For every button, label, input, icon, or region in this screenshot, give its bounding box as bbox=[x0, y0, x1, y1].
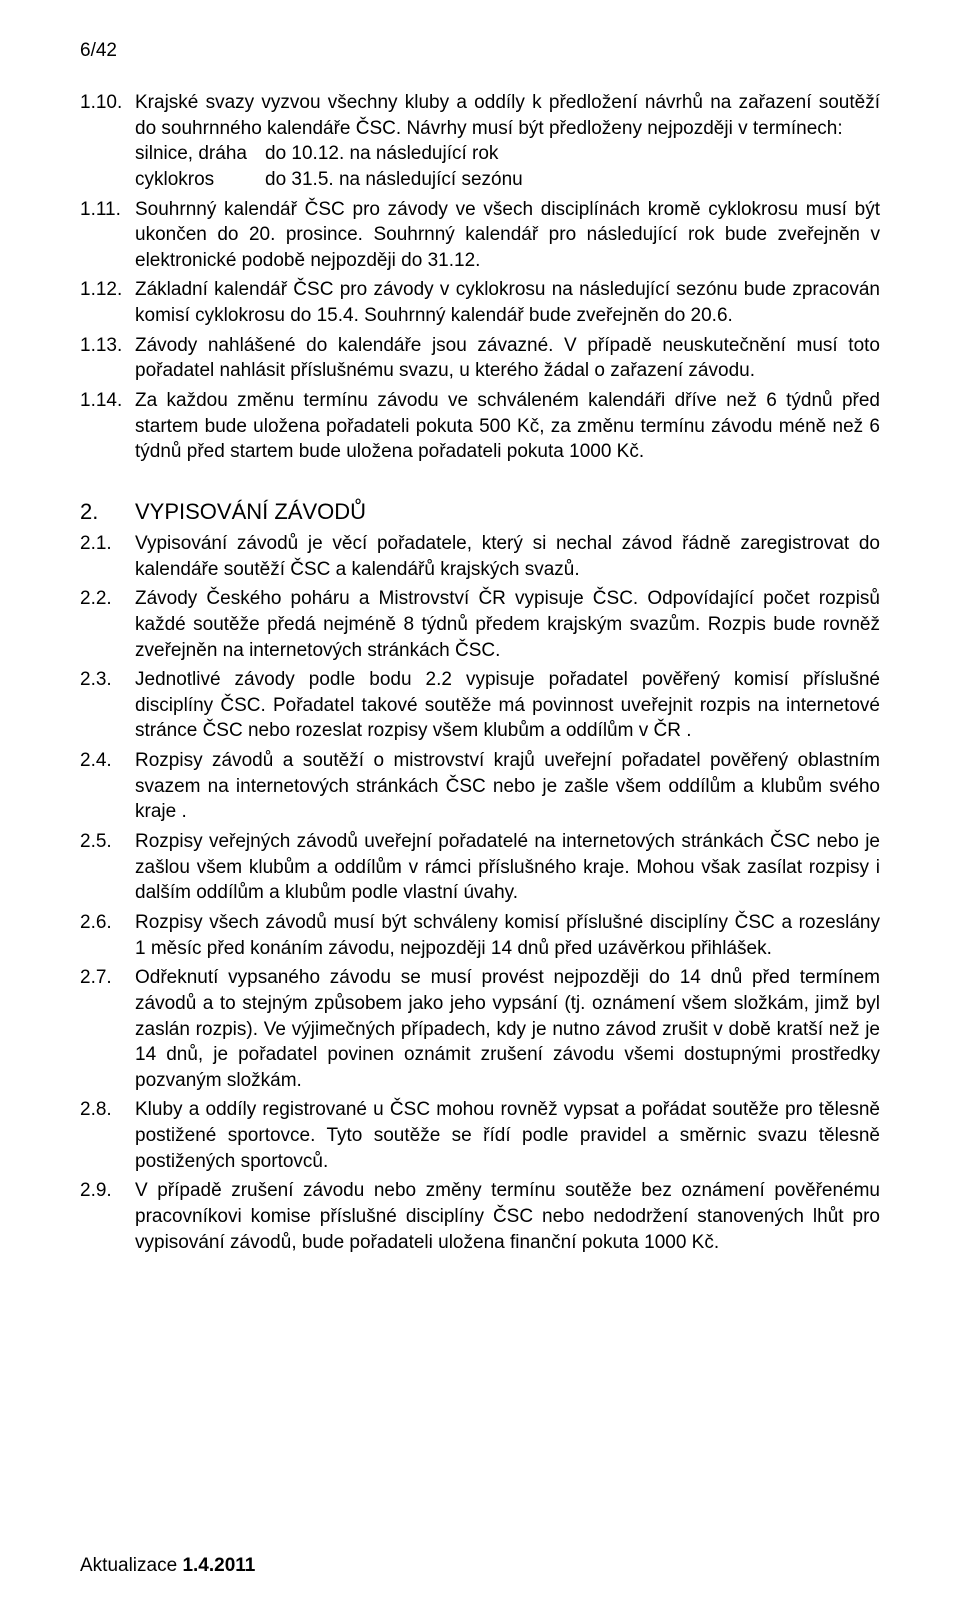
list-item: 2.4. Rozpisy závodů a soutěží o mistrovs… bbox=[80, 748, 880, 825]
list-item: 2.7. Odřeknutí vypsaného závodu se musí … bbox=[80, 965, 880, 1093]
section-number: 2. bbox=[80, 499, 135, 525]
subline-right: do 31.5. na následující sezónu bbox=[265, 167, 523, 193]
list-item: 2.6. Rozpisy všech závodů musí být schvá… bbox=[80, 910, 880, 961]
item-number: 2.2. bbox=[80, 586, 135, 663]
list-item: 1.13. Závody nahlášené do kalendáře jsou… bbox=[80, 333, 880, 384]
list-item: 1.10. Krajské svazy vyzvou všechny kluby… bbox=[80, 90, 880, 193]
list-item: 2.9. V případě zrušení závodu nebo změny… bbox=[80, 1178, 880, 1255]
item-text: Krajské svazy vyzvou všechny kluby a odd… bbox=[135, 90, 880, 193]
item-number: 2.4. bbox=[80, 748, 135, 825]
page: 6/42 1.10. Krajské svazy vyzvou všechny … bbox=[0, 0, 960, 1607]
list-item: 1.12. Základní kalendář ČSC pro závody v… bbox=[80, 277, 880, 328]
item-number: 1.10. bbox=[80, 90, 135, 193]
item-text: Jednotlivé závody podle bodu 2.2 vypisuj… bbox=[135, 667, 880, 744]
item-number: 2.1. bbox=[80, 531, 135, 582]
item-text: Souhrnný kalendář ČSC pro závody ve všec… bbox=[135, 197, 880, 274]
item-text: Rozpisy všech závodů musí být schváleny … bbox=[135, 910, 880, 961]
item-text: Závody nahlášené do kalendáře jsou závaz… bbox=[135, 333, 880, 384]
list-item: 1.14. Za každou změnu termínu závodu ve … bbox=[80, 388, 880, 465]
item-number: 2.9. bbox=[80, 1178, 135, 1255]
list-item: 2.8. Kluby a oddíly registrované u ČSC m… bbox=[80, 1097, 880, 1174]
item-text: V případě zrušení závodu nebo změny term… bbox=[135, 1178, 880, 1255]
page-number: 6/42 bbox=[80, 40, 880, 62]
list-item: 2.1. Vypisování závodů je věcí pořadatel… bbox=[80, 531, 880, 582]
section-title-text: VYPISOVÁNÍ ZÁVODŮ bbox=[135, 499, 366, 525]
item-text: Odřeknutí vypsaného závodu se musí prové… bbox=[135, 965, 880, 1093]
list-item: 2.3. Jednotlivé závody podle bodu 2.2 vy… bbox=[80, 667, 880, 744]
item-number: 2.8. bbox=[80, 1097, 135, 1174]
list-item: 1.11. Souhrnný kalendář ČSC pro závody v… bbox=[80, 197, 880, 274]
item-number: 2.7. bbox=[80, 965, 135, 1093]
item-text-content: Krajské svazy vyzvou všechny kluby a odd… bbox=[135, 92, 880, 139]
item-number: 1.11. bbox=[80, 197, 135, 274]
item-text: Základní kalendář ČSC pro závody v cyklo… bbox=[135, 277, 880, 328]
subline-right: do 10.12. na následující rok bbox=[265, 141, 498, 167]
item-text: Za každou změnu termínu závodu ve schvál… bbox=[135, 388, 880, 465]
list-item: 2.5. Rozpisy veřejných závodů uveřejní p… bbox=[80, 829, 880, 906]
item-number: 1.13. bbox=[80, 333, 135, 384]
item-number: 2.5. bbox=[80, 829, 135, 906]
item-text: Vypisování závodů je věcí pořadatele, kt… bbox=[135, 531, 880, 582]
item-number: 2.3. bbox=[80, 667, 135, 744]
item-text: Závody Českého poháru a Mistrovství ČR v… bbox=[135, 586, 880, 663]
section-title: 2. VYPISOVÁNÍ ZÁVODŮ bbox=[80, 499, 880, 525]
item-text: Rozpisy závodů a soutěží o mistrovství k… bbox=[135, 748, 880, 825]
footer-date: 1.4.2011 bbox=[182, 1555, 255, 1576]
item-text: Rozpisy veřejných závodů uveřejní pořada… bbox=[135, 829, 880, 906]
list-item: 2.2. Závody Českého poháru a Mistrovství… bbox=[80, 586, 880, 663]
item-number: 2.6. bbox=[80, 910, 135, 961]
item-number: 1.12. bbox=[80, 277, 135, 328]
item-number: 1.14. bbox=[80, 388, 135, 465]
item-text: Kluby a oddíly registrované u ČSC mohou … bbox=[135, 1097, 880, 1174]
subline-left: silnice, dráha bbox=[135, 141, 265, 167]
footer: Aktualizace 1.4.2011 bbox=[80, 1555, 255, 1577]
footer-prefix: Aktualizace bbox=[80, 1555, 182, 1576]
subline-left: cyklokros bbox=[135, 167, 265, 193]
